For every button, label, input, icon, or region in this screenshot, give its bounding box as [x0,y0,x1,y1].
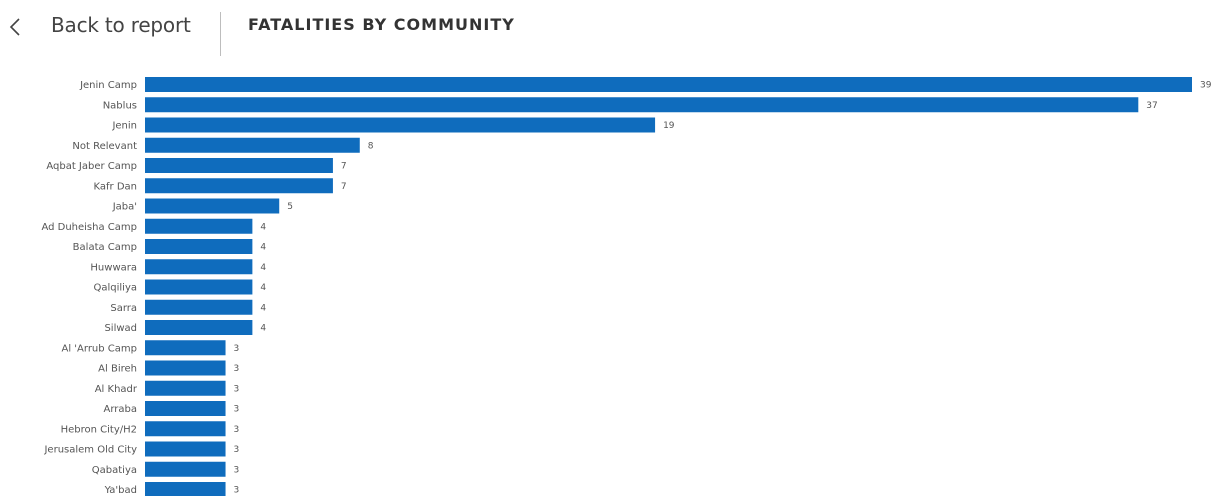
bar[interactable] [145,218,253,234]
chevron-left-icon[interactable] [6,15,26,39]
category-label: Qabatiya [92,465,137,476]
category-label: Balata Camp [73,242,137,253]
header-divider [220,12,221,56]
data-label: 5 [287,202,293,212]
bar[interactable] [145,117,656,133]
bar[interactable] [145,482,226,496]
category-label: Ad Duheisha Camp [41,222,137,233]
data-label: 3 [234,405,240,415]
category-label: Hebron City/H2 [61,424,137,435]
category-label: Al Bireh [98,364,137,375]
category-label: Huwwara [90,262,137,273]
data-label: 8 [368,141,374,151]
category-label: Jaba' [112,202,137,213]
data-label: 4 [260,303,266,313]
data-label: 19 [663,121,675,131]
category-label: Sarra [110,303,137,314]
bar[interactable] [145,259,253,275]
category-label: Al Khadr [95,384,138,395]
category-label: Silwad [104,323,137,334]
data-label: 3 [234,465,240,475]
data-label: 3 [234,486,240,496]
category-label: Not Relevant [72,141,137,152]
data-label: 37 [1146,101,1157,111]
data-label: 4 [260,283,266,293]
data-label: 3 [234,344,240,354]
bar[interactable] [145,320,253,335]
category-label: Jenin Camp [79,80,137,91]
bar[interactable] [145,198,280,214]
data-label: 4 [260,243,266,253]
category-label: Nablus [103,100,137,111]
category-label: Jerusalem Old City [43,445,137,456]
category-label: Ya'bad [104,485,137,496]
bar[interactable] [145,299,253,315]
bar[interactable] [145,279,253,295]
bar[interactable] [145,401,226,416]
data-label: 4 [260,222,266,232]
bar[interactable] [145,137,360,153]
data-label: 3 [234,364,240,374]
category-label: Kafr Dan [94,181,138,192]
bar[interactable] [145,239,253,254]
data-label: 4 [260,263,266,273]
data-label: 3 [234,384,240,394]
bar[interactable] [145,461,226,477]
bar[interactable] [145,441,226,457]
bar[interactable] [145,421,226,437]
bar[interactable] [145,360,226,376]
category-label: Qalqiliya [93,283,137,294]
data-label: 39 [1200,81,1212,91]
data-label: 3 [234,425,240,435]
bar[interactable] [145,158,333,173]
category-label: Jenin [111,121,137,132]
data-label: 7 [341,182,347,192]
data-label: 4 [260,324,266,334]
category-label: Al 'Arrub Camp [62,343,138,354]
data-label: 3 [234,445,240,455]
category-label: Aqbat Jaber Camp [46,161,137,172]
bar[interactable] [145,97,1139,113]
category-label: Arraba [104,404,138,415]
bar[interactable] [145,178,333,194]
bar[interactable] [145,77,1192,92]
data-label: 7 [341,162,347,172]
back-to-report-link[interactable]: Back to report [51,13,191,37]
page-title: FATALITIES BY COMMUNITY [248,15,515,34]
bar[interactable] [145,380,226,396]
bar[interactable] [145,340,226,356]
